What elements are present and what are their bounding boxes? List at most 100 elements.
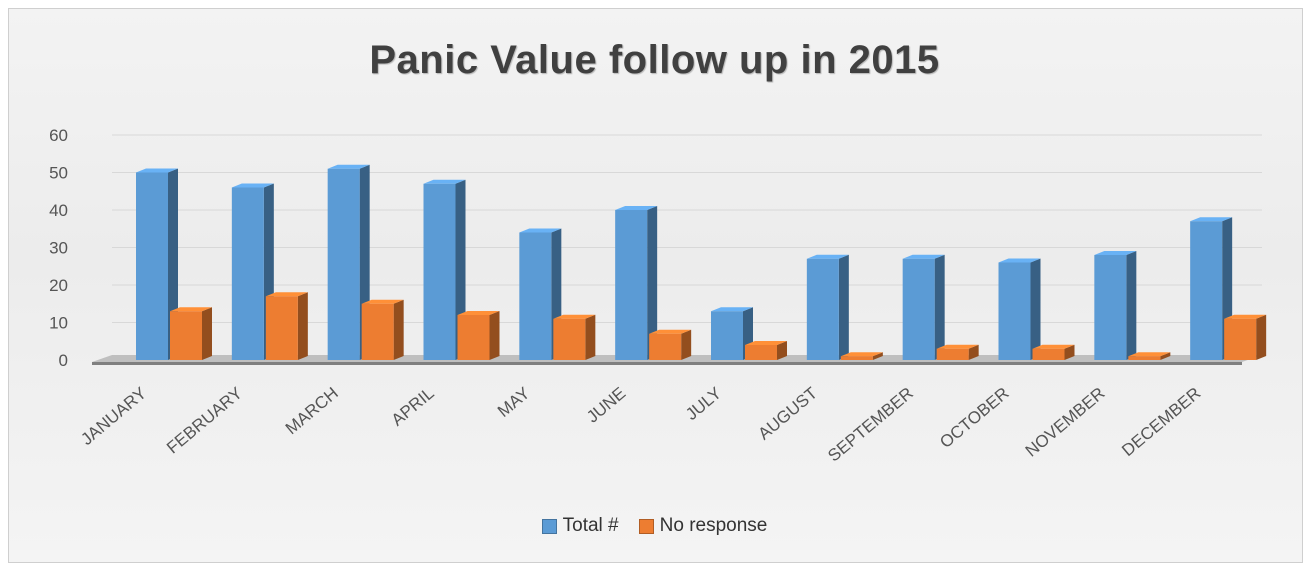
bar-side — [585, 314, 596, 360]
bar-total-april — [423, 179, 466, 360]
bar-front — [806, 258, 839, 360]
bar-top — [840, 352, 883, 357]
bar-no-response-june — [649, 329, 692, 360]
bar-top — [231, 183, 274, 188]
bar-no-response-march — [361, 299, 404, 360]
bar-side — [393, 299, 404, 360]
x-tick-label: JUNE — [583, 384, 629, 427]
x-tick-label: MARCH — [282, 384, 342, 439]
bar-front — [1094, 255, 1127, 360]
x-tick-label: DECEMBER — [1118, 384, 1204, 460]
legend-label-total: Total # — [562, 515, 619, 536]
bar-top — [1032, 344, 1075, 349]
bar-front — [936, 348, 969, 360]
legend-swatch-total — [541, 518, 557, 534]
chart-title: Panic Value follow up in 2015 — [369, 38, 940, 82]
bar-side — [297, 292, 308, 360]
bar-side — [1126, 251, 1137, 360]
bar-front — [457, 315, 490, 360]
bar-front — [998, 262, 1031, 360]
bar-front — [1032, 348, 1065, 360]
bar-top — [1094, 251, 1137, 255]
bar-top — [423, 179, 466, 184]
bar-front — [136, 172, 168, 360]
bar-front — [1128, 356, 1161, 360]
bar-top — [265, 292, 308, 297]
x-tick-label: NOVEMBER — [1022, 384, 1109, 461]
legend-item-total: Total # — [541, 515, 619, 537]
bar-top — [649, 329, 692, 334]
bar-side — [777, 341, 787, 360]
bar-top — [615, 206, 658, 210]
bar-no-response-january — [170, 307, 212, 360]
bar-side — [934, 254, 945, 360]
bar-side — [872, 352, 883, 360]
x-tick-label: AUGUST — [755, 384, 821, 444]
bar-front — [265, 296, 298, 360]
bar-total-november — [1094, 251, 1137, 360]
bar-side — [202, 307, 212, 360]
bar-top — [711, 307, 753, 312]
bar-top — [361, 299, 404, 304]
bar-side — [681, 329, 692, 360]
bar-no-response-april — [457, 311, 500, 360]
bar-top — [519, 228, 562, 233]
bar-top — [1128, 352, 1171, 357]
bar-total-september — [902, 254, 945, 360]
bar-front — [1224, 318, 1257, 360]
bar-front — [615, 210, 648, 360]
bar-top — [1224, 314, 1267, 319]
y-tick-label: 10 — [49, 314, 68, 333]
bar-top — [1190, 217, 1233, 222]
bar-top — [745, 341, 787, 345]
bar-total-august — [806, 254, 849, 360]
bar-top — [170, 307, 212, 312]
bar-top — [806, 254, 849, 259]
bar-side — [1030, 258, 1041, 360]
bar-top — [553, 314, 596, 319]
x-tick-label: MAY — [494, 384, 533, 421]
bar-top — [998, 258, 1041, 263]
x-tick-label: SEPTEMBER — [824, 384, 917, 466]
bar-front — [231, 187, 264, 360]
y-tick-label: 40 — [49, 201, 68, 220]
y-tick-label: 20 — [49, 276, 68, 295]
bar-top — [936, 344, 979, 349]
bar-front — [840, 356, 873, 360]
bar-front — [423, 183, 456, 360]
bar-front — [519, 232, 552, 360]
bar-top — [902, 254, 945, 259]
bar-front — [553, 318, 586, 360]
bar-side — [838, 254, 849, 360]
bar-no-response-december — [1224, 314, 1267, 360]
bar-no-response-may — [553, 314, 596, 360]
bar-front — [649, 333, 682, 360]
x-tick-label: FEBRUARY — [163, 384, 246, 458]
bar-no-response-november — [1128, 352, 1171, 360]
y-tick-label: 0 — [59, 351, 68, 370]
bar-total-october — [998, 258, 1041, 360]
x-tick-label: JULY — [682, 384, 725, 424]
y-tick-label: 50 — [49, 164, 68, 183]
bar-total-june — [615, 206, 658, 360]
bar-front — [1190, 221, 1223, 360]
bar-front — [361, 303, 394, 360]
bar-front — [745, 345, 777, 360]
bar-no-response-july — [745, 341, 787, 360]
bar-top — [457, 311, 500, 315]
bar-front — [902, 258, 935, 360]
chart-legend: Total # No response — [0, 515, 1309, 537]
bar-side — [1256, 314, 1267, 360]
chart-floor-edge — [92, 362, 1242, 365]
bar-side — [1160, 352, 1171, 360]
bar-no-response-february — [265, 292, 308, 360]
bar-side — [647, 206, 658, 360]
bar-no-response-september — [936, 344, 979, 360]
x-tick-label: OCTOBER — [936, 384, 1012, 452]
legend-label-no-response: No response — [659, 515, 768, 536]
bar-side — [1064, 344, 1075, 360]
bar-no-response-august — [840, 352, 883, 360]
legend-item-no-response: No response — [638, 515, 768, 537]
legend-swatch-no-response — [638, 518, 654, 534]
